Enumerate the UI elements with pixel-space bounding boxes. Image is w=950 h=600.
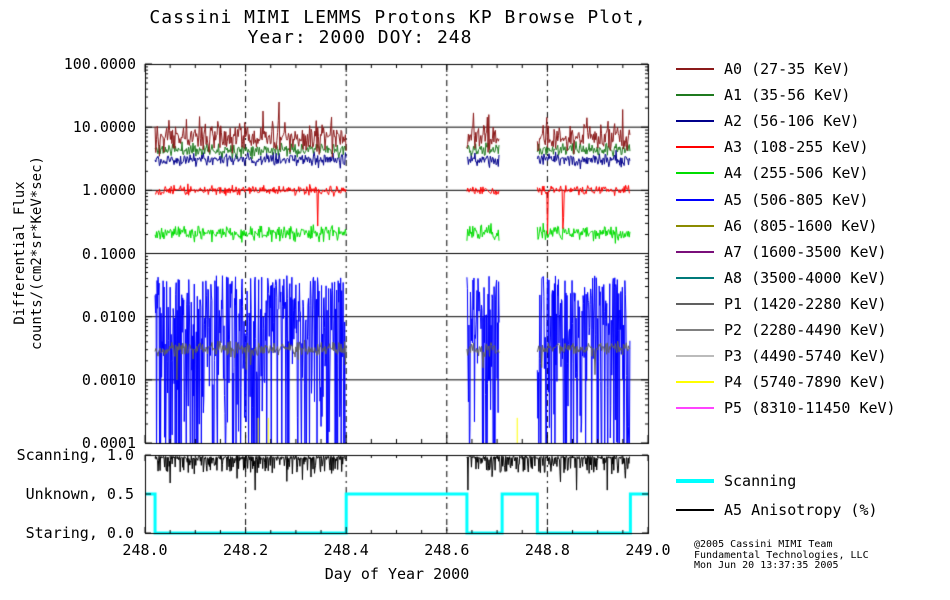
legend-entry: P5 (8310-11450 KeV) — [676, 399, 896, 418]
y-axis-label-line1: Differential Flux — [12, 181, 28, 325]
legend-label: P4 (5740-7890 KeV) — [724, 373, 887, 392]
legend-swatch — [676, 479, 714, 483]
legend-label: A0 (27-35 KeV) — [724, 60, 851, 78]
legend-entry: A7 (1600-3500 KeV) — [676, 242, 887, 261]
mode-axis-label: Scanning, 1.0 — [16, 446, 134, 464]
x-tick-label: 248.2 — [223, 541, 269, 559]
legend-label: P1 (1420-2280 KeV) — [724, 294, 887, 313]
y-tick-label: 0.0100 — [81, 307, 136, 326]
legend-swatch — [676, 250, 714, 253]
legend-swatch — [676, 94, 714, 97]
legend-entry: A5 (506-805 KeV) — [676, 190, 869, 209]
legend-swatch — [676, 407, 714, 410]
credits-line3: Mon Jun 20 13:37:35 2005 — [694, 560, 839, 571]
chart-subtitle: Year: 2000 DOY: 248 — [247, 27, 473, 48]
legend-swatch — [676, 68, 714, 70]
legend-swatch — [676, 329, 714, 331]
legend-label: A2 (56-106 KeV) — [724, 112, 860, 131]
legend-entry: A4 (255-506 KeV) — [676, 164, 869, 183]
legend-entry: A8 (3500-4000 KeV) — [676, 268, 887, 287]
x-tick-label: 248.0 — [122, 541, 168, 559]
legend-swatch — [676, 509, 714, 511]
y-tick-label: 0.0001 — [81, 434, 136, 452]
legend-swatch — [676, 120, 714, 123]
legend-entry: P4 (5740-7890 KeV) — [676, 373, 887, 392]
legend-label: Scanning — [724, 472, 797, 490]
credits-line1: @2005 Cassini MIMI Team — [694, 539, 833, 550]
legend-swatch — [676, 224, 714, 227]
credits: @2005 Cassini MIMI Team Fundamental Tech… — [694, 539, 869, 572]
legend-swatch — [676, 146, 714, 149]
legend-label: A7 (1600-3500 KeV) — [724, 242, 887, 261]
legend-swatch — [676, 276, 714, 279]
mode-axis-label: Staring, 0.0 — [25, 524, 134, 542]
legend-label: P2 (2280-4490 KeV) — [724, 321, 887, 339]
legend-label: A1 (35-56 KeV) — [724, 86, 851, 105]
legend-label: A4 (255-506 KeV) — [724, 164, 869, 183]
legend-swatch — [676, 381, 714, 384]
legend-label: P5 (8310-11450 KeV) — [724, 399, 896, 418]
x-tick-label: 248.6 — [424, 541, 470, 559]
x-tick-label: 248.4 — [323, 541, 369, 559]
legend-swatch — [676, 355, 714, 358]
legend-label: A5 Anisotropy (%) — [724, 501, 878, 519]
legend-entry: P2 (2280-4490 KeV) — [676, 321, 887, 339]
y-tick-label: 100.0000 — [63, 55, 136, 73]
legend-swatch — [676, 198, 714, 201]
legend-label: A3 (108-255 KeV) — [724, 138, 869, 157]
legend-label: P3 (4490-5740 KeV) — [724, 347, 887, 366]
legend-entry: A5 Anisotropy (%) — [676, 501, 878, 519]
legend-entry: A6 (805-1600 KeV) — [676, 216, 878, 235]
legend-entry: A1 (35-56 KeV) — [676, 86, 851, 105]
y-tick-label: 1.0000 — [81, 181, 136, 200]
legend-label: A5 (506-805 KeV) — [724, 190, 869, 209]
chart-title: Cassini MIMI LEMMS Protons KP Browse Plo… — [149, 7, 647, 28]
x-tick-label: 249.0 — [625, 541, 671, 559]
x-tick-label: 248.8 — [524, 541, 570, 559]
x-axis-label: Day of Year 2000 — [324, 565, 470, 583]
y-tick-label: 0.1000 — [81, 244, 136, 263]
legend-entry: P1 (1420-2280 KeV) — [676, 294, 887, 313]
legend-entry: Scanning — [676, 472, 797, 490]
legend-entry: A0 (27-35 KeV) — [676, 60, 851, 78]
legend-label: A6 (805-1600 KeV) — [724, 216, 878, 235]
legend-entry: A3 (108-255 KeV) — [676, 138, 869, 157]
credits-line2: Fundamental Technologies, LLC — [694, 549, 869, 561]
legend-entry: P3 (4490-5740 KeV) — [676, 347, 887, 366]
legend-swatch — [676, 302, 714, 305]
mode-axis-label: Unknown, 0.5 — [25, 485, 134, 503]
legend-label: A8 (3500-4000 KeV) — [724, 268, 887, 287]
y-tick-label: 10.0000 — [72, 118, 136, 137]
y-tick-label: 0.0010 — [81, 370, 136, 389]
legend-swatch — [676, 172, 714, 175]
legend-entry: A2 (56-106 KeV) — [676, 112, 860, 131]
